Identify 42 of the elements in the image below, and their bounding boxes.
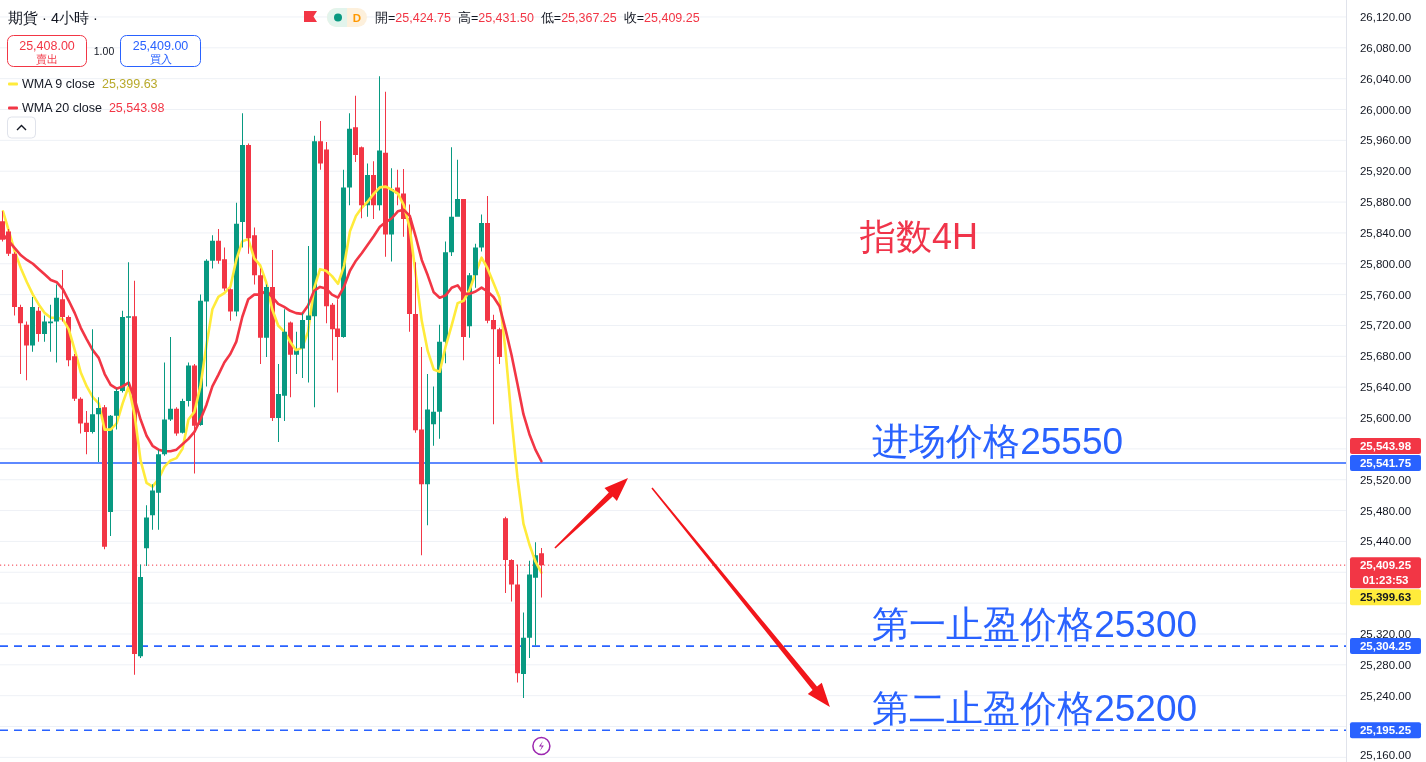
quantity: 1.00 bbox=[93, 45, 115, 57]
tick-label: 25,960.00 bbox=[1359, 134, 1412, 147]
chart-caption: 指数4H bbox=[860, 215, 979, 257]
tick-label: 25,840.00 bbox=[1359, 226, 1412, 239]
ref-label: 进场价格25550 bbox=[872, 420, 1124, 462]
legend-item: WMA 20 close bbox=[22, 101, 102, 115]
buy-price: 25,409.00 bbox=[132, 38, 189, 53]
buy-label: 買入 bbox=[149, 53, 172, 65]
price-tag: 25,409.25 bbox=[1359, 559, 1412, 572]
legend-value: 25,399.63 bbox=[101, 77, 158, 91]
tick-label: 25,280.00 bbox=[1359, 658, 1412, 671]
tick-label: 26,120.00 bbox=[1359, 10, 1412, 23]
tick-label: 25,920.00 bbox=[1359, 165, 1412, 178]
sell-price: 25,408.00 bbox=[19, 38, 75, 53]
ohlc-readout: 開=25,424.75 bbox=[375, 11, 451, 25]
tick-label: 25,600.00 bbox=[1359, 412, 1412, 424]
tick-label: 25,760.00 bbox=[1359, 288, 1412, 301]
tick-label: 25,680.00 bbox=[1359, 350, 1412, 363]
tick-label: 25,880.00 bbox=[1359, 196, 1412, 209]
ref-label: 第二止盈价格25200 bbox=[872, 688, 1198, 730]
tick-label: 26,080.00 bbox=[1359, 41, 1412, 54]
ohlc-readout: 高=25,431.50 bbox=[457, 11, 534, 25]
legend-value: 25,543.98 bbox=[108, 101, 165, 115]
tick-label: 25,480.00 bbox=[1359, 504, 1412, 517]
tick-label: 25,440.00 bbox=[1359, 535, 1412, 548]
tick-label: 25,800.00 bbox=[1359, 257, 1412, 270]
tick-label: 25,160.00 bbox=[1359, 749, 1412, 761]
ref-label: 第一止盈价格25300 bbox=[872, 604, 1198, 646]
price-tag: 01:23:53 bbox=[1362, 574, 1409, 587]
badge-label: D bbox=[352, 11, 362, 24]
tick-label: 25,320.00 bbox=[1359, 627, 1412, 640]
tick-label: 26,040.00 bbox=[1359, 72, 1412, 85]
tick-label: 26,000.00 bbox=[1359, 103, 1412, 116]
ohlc-readout: 收=25,409.25 bbox=[623, 11, 700, 25]
ohlc-readout: 低=25,367.25 bbox=[540, 11, 617, 25]
tick-label: 25,720.00 bbox=[1359, 319, 1412, 332]
sell-label: 賣出 bbox=[36, 53, 58, 65]
legend-item: WMA 9 close bbox=[22, 77, 95, 91]
tick-label: 25,520.00 bbox=[1359, 473, 1412, 486]
tick-label: 25,640.00 bbox=[1359, 381, 1412, 394]
tick-label: 25,240.00 bbox=[1359, 689, 1412, 702]
title: 期貨 · 4小時 · bbox=[8, 10, 98, 26]
